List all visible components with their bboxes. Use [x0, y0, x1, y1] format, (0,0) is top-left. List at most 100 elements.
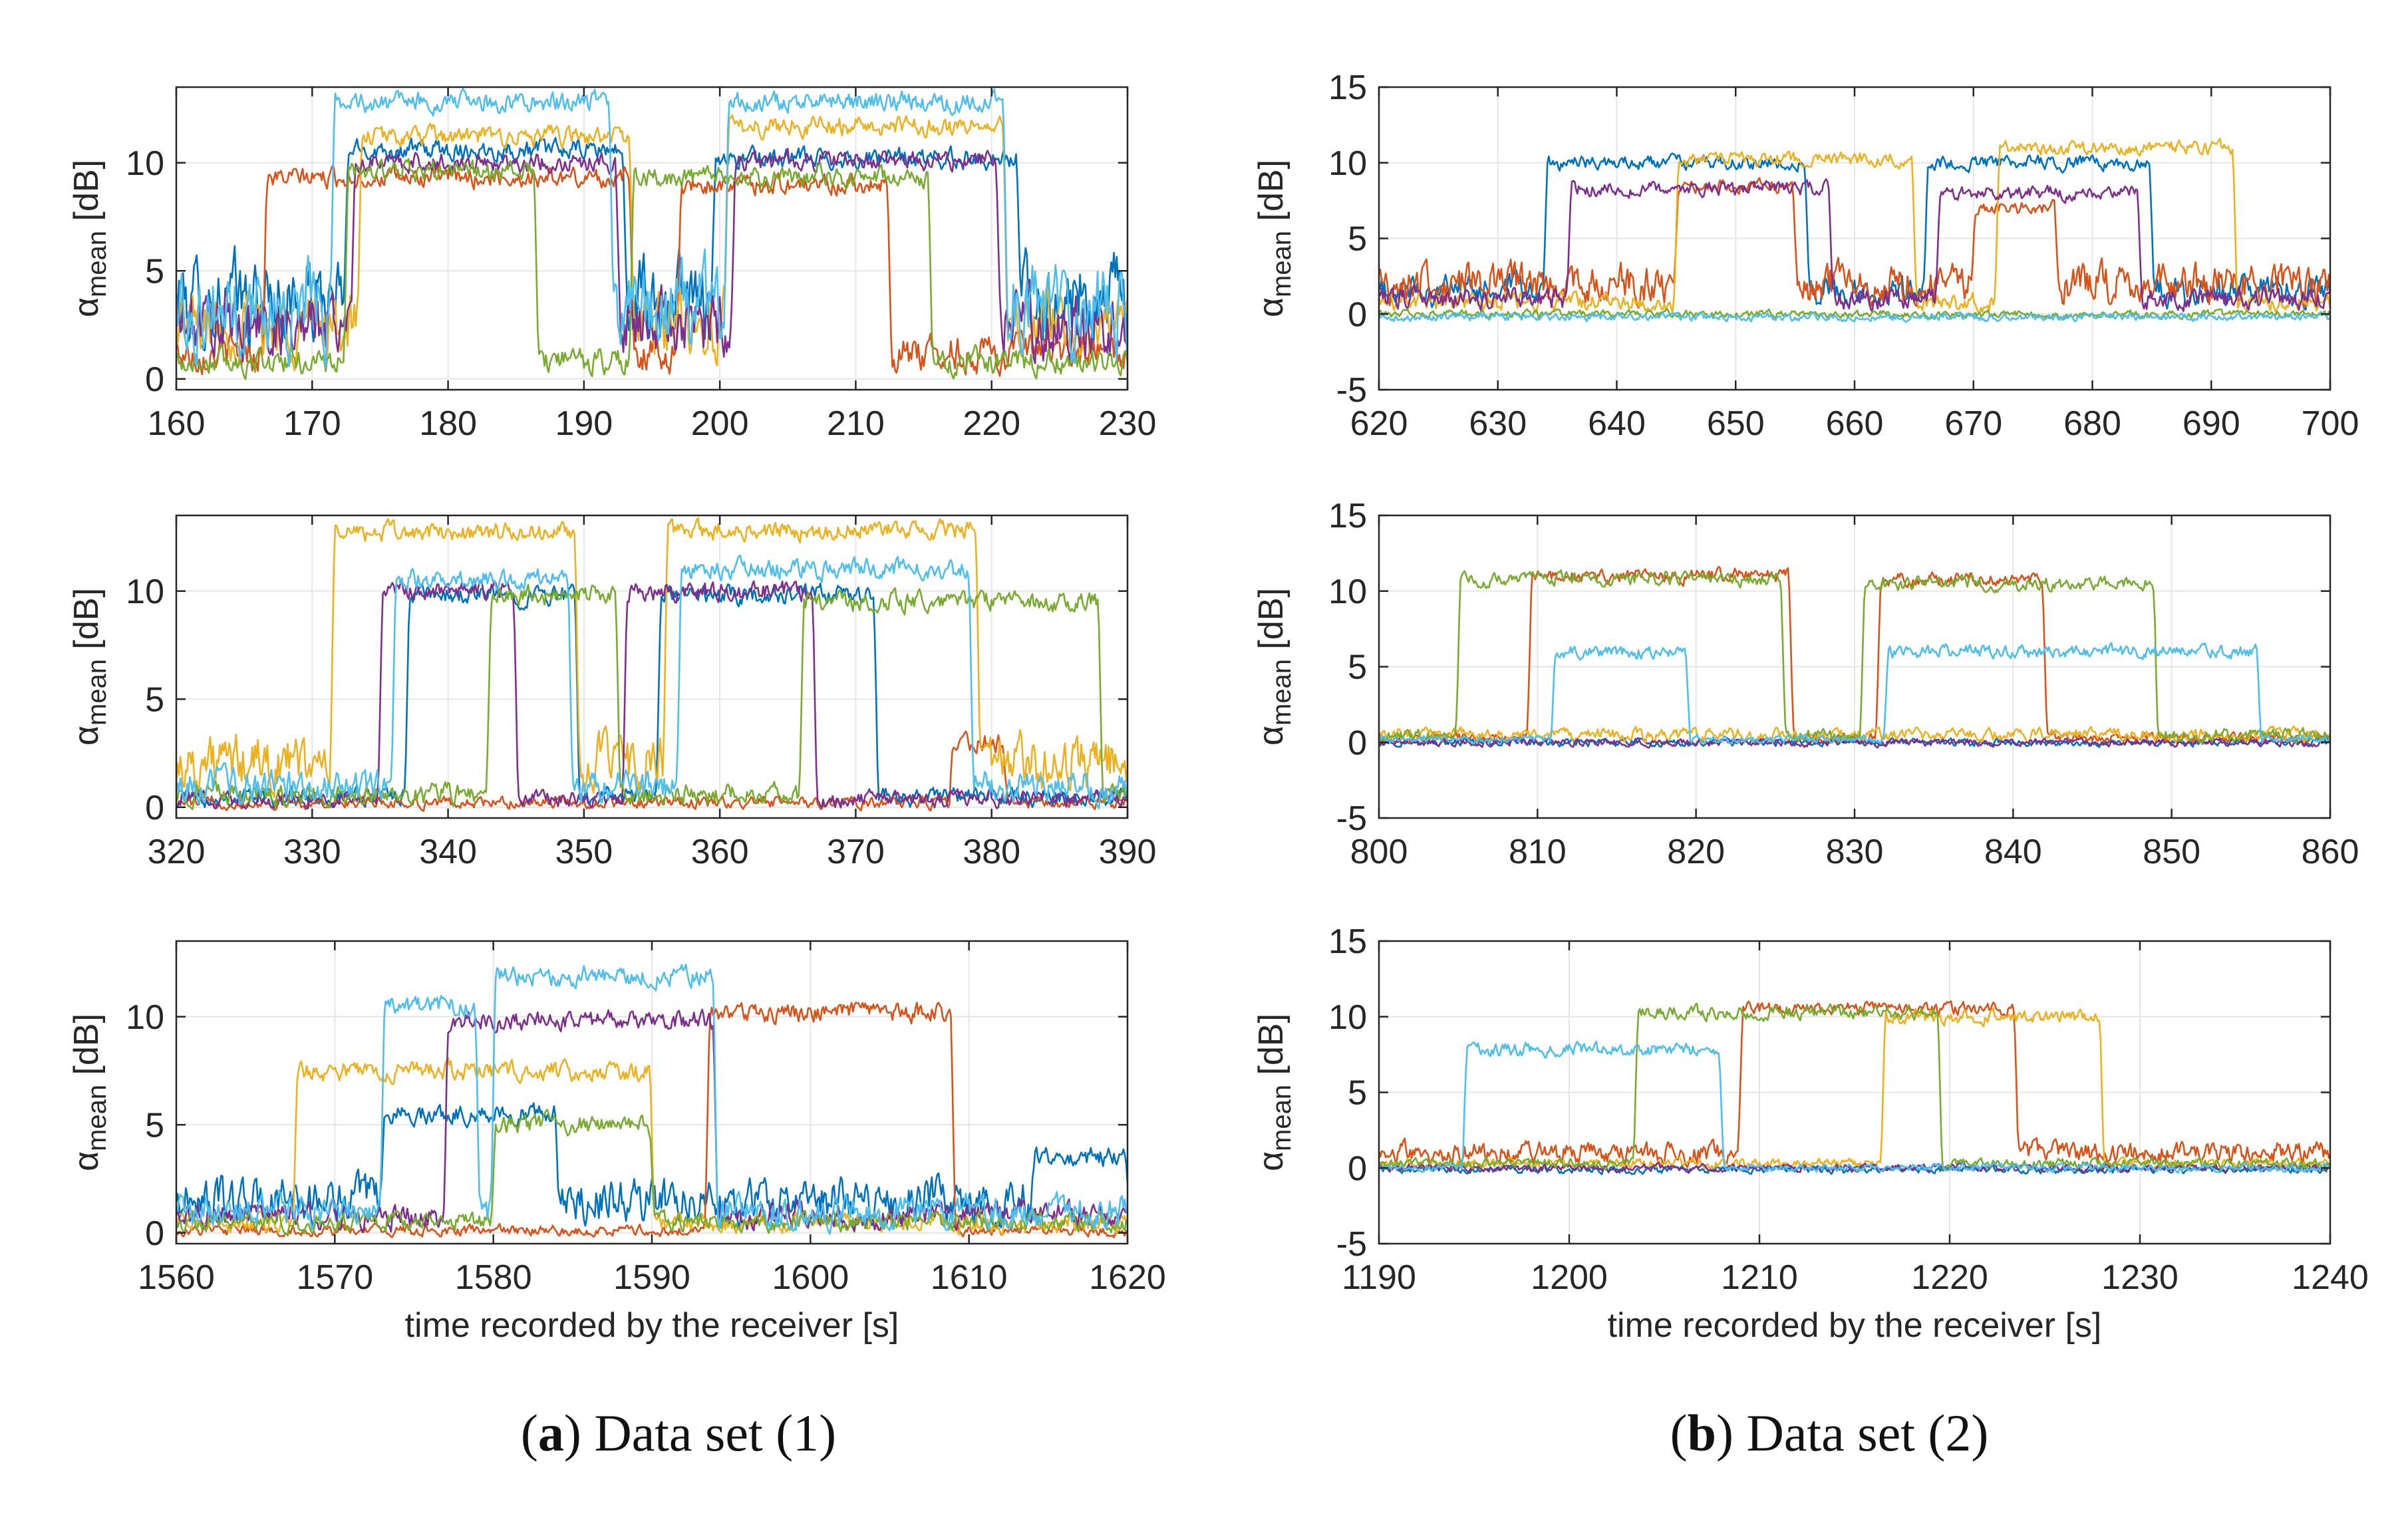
y-tick-label: 0: [145, 1214, 164, 1253]
x-tick-label: 350: [555, 833, 613, 871]
series-line-blue: [1379, 1163, 2330, 1176]
plot-b3: 1190 1200 1210 1220 1230 1240 -5 0 5 10 15 αmean [d…: [1252, 922, 2369, 1345]
axes-bg: [176, 515, 1128, 818]
series-line-yellow: [176, 517, 1128, 799]
y-tick-label: 5: [145, 252, 164, 291]
caption-a-letter: a: [537, 1404, 564, 1462]
x-tick-label: 340: [419, 833, 477, 871]
y-tick-label: -5: [1336, 799, 1367, 838]
x-tick-label: 650: [1707, 404, 1765, 443]
x-tick-label: 800: [1350, 833, 1408, 871]
series-line-orange: [1379, 177, 2330, 309]
y-tick-label: 5: [1348, 648, 1367, 687]
x-tick-label: 660: [1826, 404, 1884, 443]
y-tick-label: 0: [1348, 1149, 1367, 1188]
x-tick-label: 180: [419, 404, 477, 443]
x-tick-label: 210: [827, 404, 885, 443]
x-tick-label: 1600: [772, 1258, 849, 1297]
y-tick-label: 10: [126, 144, 164, 183]
series-group: [1379, 565, 2330, 749]
plot-a3: 1560 1570 1580 1590 1600 1610 1620 0 5 10 αmean [d…: [67, 940, 1166, 1345]
x-tick-label: 390: [1099, 833, 1157, 871]
y-tick-label: 10: [126, 998, 164, 1037]
x-tick-label: 700: [2302, 404, 2359, 443]
y-tick-label: 0: [1348, 295, 1367, 334]
x-axis-label: time recorded by the receiver [s]: [405, 1306, 899, 1345]
series-line-cyan: [176, 554, 1128, 809]
series-line-orange: [1379, 1000, 2330, 1169]
y-tick-label: -5: [1336, 1225, 1367, 1264]
x-tick-label: 830: [1826, 833, 1884, 871]
series-line-green: [1379, 308, 2330, 321]
x-tick-label: 230: [1099, 404, 1157, 443]
x-tick-label: 330: [283, 833, 341, 871]
caption-a-text: Data set (1): [594, 1404, 837, 1462]
series-line-cyan: [176, 963, 1128, 1235]
x-tick-label: 1570: [296, 1258, 373, 1297]
y-tick-label: 5: [145, 1106, 164, 1145]
plot-b2: 800 810 820 830 840 850 860 -5 0 5 10 15 αmean [dB]: [1252, 497, 2359, 871]
series-line-green: [1379, 569, 2330, 745]
x-tick-label: 170: [283, 404, 341, 443]
plot-a1: 160 170 180 190 200 210 220 230 0 5 10 αmean [dB]: [67, 86, 1157, 443]
axes-frame: [175, 514, 1129, 819]
series-line-green: [176, 158, 1128, 380]
x-tick-label: 1200: [1531, 1258, 1608, 1297]
series-group: [176, 517, 1128, 812]
series-line-cyan: [1379, 642, 2330, 745]
y-tick-label: 0: [145, 789, 164, 827]
series-group: [1379, 1000, 2330, 1176]
caption-b-letter: b: [1687, 1404, 1717, 1462]
y-tick-label: 5: [1348, 220, 1367, 259]
plot-a2: 320 330 340 350 360 370 380 390 0 5 10 αmean [dB]: [67, 514, 1157, 871]
y-tick-label: 15: [1328, 922, 1367, 961]
x-tick-label: 840: [1984, 833, 2042, 871]
caption-b-text: Data set (2): [1746, 1404, 1989, 1462]
x-tick-label: 670: [1944, 404, 2002, 443]
y-tick-label: 15: [1328, 69, 1367, 107]
x-tick-label: 1230: [2101, 1258, 2179, 1297]
series-line-purple: [1379, 178, 2330, 313]
series-line-cyan: [1379, 1040, 2330, 1174]
x-tick-label: 1560: [138, 1258, 215, 1297]
x-tick-label: 1620: [1089, 1258, 1166, 1297]
y-tick-label: 10: [1328, 573, 1367, 611]
x-tick-label: 1220: [1911, 1258, 1988, 1297]
x-tick-label: 630: [1469, 404, 1527, 443]
axes-frame: [175, 86, 1129, 391]
y-tick-label: 10: [1328, 998, 1367, 1037]
y-tick-label: -5: [1336, 371, 1367, 410]
y-axis-label: αmean [dB]: [1252, 1014, 1296, 1171]
x-tick-label: 1190: [1342, 1258, 1416, 1297]
x-tick-label: 1580: [455, 1258, 532, 1297]
y-tick-label: 5: [145, 680, 164, 719]
series-line-yellow: [1379, 138, 2330, 314]
x-tick-label: 860: [2302, 833, 2359, 871]
x-tick-label: 1610: [931, 1258, 1008, 1297]
y-tick-label: 15: [1328, 497, 1367, 535]
plot-b1: 620 630 640 650 660 670 680 690 700 -5 0 5 10 15 αmean…: [1252, 69, 2359, 443]
x-tick-label: 1240: [2292, 1258, 2369, 1297]
series-line-green: [176, 1109, 1128, 1236]
x-tick-label: 370: [827, 833, 885, 871]
series-group: [1379, 138, 2330, 323]
axes-bg: [176, 87, 1128, 390]
y-axis-label: αmean [dB]: [67, 1014, 112, 1171]
series-line-purple: [176, 578, 1128, 810]
x-tick-label: 680: [2063, 404, 2121, 443]
series-group: [176, 963, 1128, 1238]
series-line-cyan: [1379, 311, 2330, 323]
x-tick-label: 820: [1667, 833, 1725, 871]
x-tick-label: 810: [1509, 833, 1567, 871]
x-tick-label: 1590: [613, 1258, 690, 1297]
series-line-green: [1379, 1002, 2330, 1172]
y-axis-label: αmean [dB]: [1252, 588, 1296, 746]
x-tick-label: 200: [691, 404, 749, 443]
caption-b: (b) Data set (2): [1670, 1404, 1989, 1462]
x-tick-label: 850: [2143, 833, 2200, 871]
series-group: [176, 87, 1128, 380]
caption-a: (a) Data set (1): [520, 1404, 837, 1462]
x-tick-label: 220: [963, 404, 1020, 443]
y-tick-label: 10: [126, 573, 164, 611]
